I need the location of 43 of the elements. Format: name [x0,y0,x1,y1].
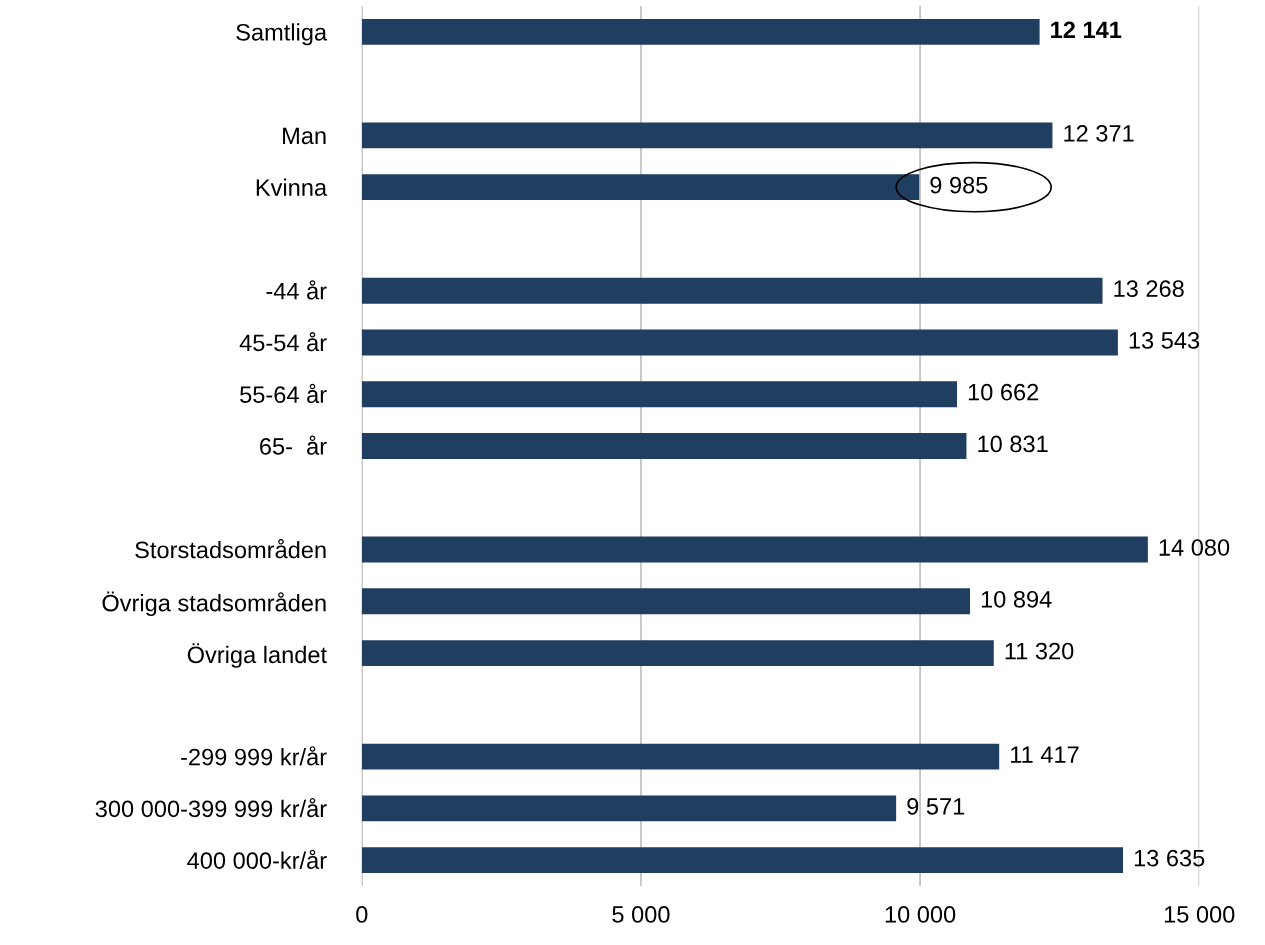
bar [361,536,1148,563]
bar [361,847,1124,874]
x-tick-label: 10 000 [885,906,956,923]
y-tick-label: Övriga landet [187,643,327,668]
bar [361,433,967,459]
y-tick-label: -299 999 kr/år [181,746,327,766]
y-tick-label: 55-64 år [240,383,327,404]
bar [361,795,897,822]
bar [361,174,920,201]
bar [361,122,1053,149]
data-label: 13 268 [1114,280,1184,298]
data-label: 10 831 [978,435,1048,453]
data-label: 10 662 [968,383,1039,401]
data-label: 11 417 [1011,746,1079,763]
bar [361,277,1103,304]
y-tick-label: Övriga stadsområden [102,591,326,617]
data-label: 14 080 [1159,539,1230,556]
y-tick-label: 400 000-kr/år [187,849,327,869]
x-tick-label: 15 000 [1164,906,1235,923]
y-tick-label: Storstadsområden [135,539,326,559]
data-label: 9 571 [907,798,965,815]
bar [361,381,958,408]
y-tick-label: -44 år [266,280,327,300]
data-label: 9 985 [930,176,988,194]
y-tick-label: Kvinna [256,178,328,196]
data-label: 13 543 [1129,332,1200,349]
data-label: 12 371 [1064,125,1134,142]
x-tick-label: 0 [356,906,368,923]
data-label: 13 635 [1134,849,1205,867]
y-tick-label: 45-54 år [239,331,327,352]
bar [361,743,1000,770]
y-tick-label: 65- år [260,435,327,455]
bar [361,329,1118,356]
data-label: 11 320 [1005,642,1074,660]
y-tick-label: Samtliga [236,23,328,46]
bar [361,18,1040,45]
data-label: 10 894 [981,590,1052,608]
y-tick-label: 300 000-399 999 kr/år [95,797,327,818]
data-label: 12 141 [1051,21,1122,38]
x-tick-label: 5 000 [612,906,670,923]
bar [361,640,994,667]
bar [361,588,970,615]
y-tick-label: Man [283,127,326,145]
